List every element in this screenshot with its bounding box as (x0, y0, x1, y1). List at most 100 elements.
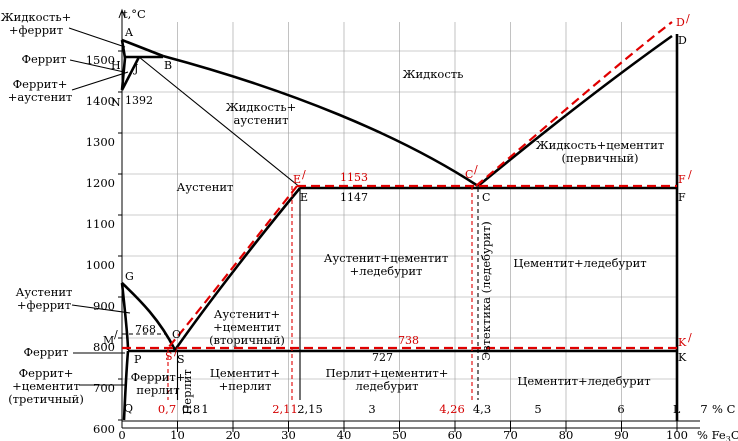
line-ES (173, 187, 301, 351)
y-tick-label: 1100 (86, 217, 115, 231)
carbon-tick-labels: 1 2,15 3 4,3 5 6 7 0,8 0,7 2,11 4,26 % C (158, 402, 736, 416)
c-tick-label-red: 2,11 (272, 402, 298, 416)
region-austenite-cementite-secondary: +цементит (213, 320, 281, 334)
point-M-prime: / (114, 328, 118, 341)
line-AH (120, 39, 127, 59)
point-K: K (678, 351, 687, 364)
fe3c-tick-label: 80 (559, 428, 574, 441)
point-Cp: C (465, 168, 473, 181)
line-BC (162, 54, 479, 188)
y-tick-label: 800 (93, 340, 115, 354)
region-austenite-cementite-ledeburite: Аустенит+цементит (324, 251, 448, 265)
pointer-line (71, 71, 129, 91)
y-tick-label: 600 (93, 422, 115, 436)
region-austenite-cementite-secondary: (вторичный) (209, 333, 285, 347)
line-GP (120, 282, 130, 351)
y-tick-label: 900 (93, 299, 115, 313)
label-ferrite-mid: Феррит (23, 345, 68, 359)
fe3c-tick-label: 30 (281, 428, 296, 441)
region-austenite-cementite-ledeburite: +ледебурит (350, 264, 423, 278)
point-Cp-prime: / (474, 163, 478, 176)
label-ferrite-cementite: +цементит (12, 379, 80, 393)
point-J: J (133, 62, 138, 75)
point-O: O (172, 328, 181, 341)
line-PQ (122, 350, 130, 421)
label-ferrite-austenite: Феррит+ (13, 77, 68, 91)
point-L: L (673, 403, 681, 416)
point-G: G (125, 270, 134, 283)
label-727: 727 (372, 351, 393, 364)
point-Dp: D (676, 16, 685, 29)
line-EpSp (167, 185, 298, 349)
point-Fp: F (678, 173, 686, 186)
label-ferrite-top: Феррит (21, 52, 66, 66)
point-N: N (111, 96, 121, 109)
c-tick-label: 5 (534, 402, 541, 416)
fe3c-axis-unit: % Fe3C (697, 428, 738, 441)
line-GS (121, 282, 177, 351)
region-ferrite-pearlite: перлит (136, 383, 179, 397)
region-austenite: Аустенит (177, 180, 234, 194)
label-ferrite-cementite: (третичный) (8, 392, 84, 406)
c-tick-label-red: 0,7 (158, 402, 176, 416)
point-S: S (177, 353, 185, 366)
fe3c-tick-labels: 0 10 20 30 40 50 60 70 80 90 100 % Fe3C (118, 428, 738, 441)
region-cementite-ledeburite-upper: Цементит+ледебурит (513, 256, 646, 270)
point-Ep-prime: / (302, 168, 306, 181)
label-ferrite-austenite: +аустенит (8, 90, 73, 104)
fe3c-tick-label: 10 (170, 428, 185, 441)
point-C: C (482, 191, 490, 204)
region-liquid-austenite: аустенит (234, 113, 289, 127)
point-Kp: K (678, 336, 687, 349)
c-tick-label: 3 (368, 402, 375, 416)
pointer-line (71, 304, 131, 314)
label-liquid-ferrite: +феррит (9, 23, 63, 37)
y-tick-label: 1000 (86, 258, 115, 272)
axes (118, 8, 700, 432)
region-liquid-cementite: Жидкость+цементит (536, 138, 664, 152)
phase-lines (120, 34, 679, 421)
region-cementite-pearlite: Цементит+ (210, 366, 280, 380)
fe3c-tick-label: 0 (118, 428, 125, 441)
region-eutectic: Эвтектика (ледебурит) (479, 221, 493, 360)
region-cementite-pearlite: +перлит (219, 379, 272, 393)
y-tick-label: 1300 (86, 135, 115, 149)
y-tick-label: 700 (93, 381, 115, 395)
label-1392: 1392 (125, 94, 153, 107)
y-axis-label: t,°C (123, 7, 146, 21)
label-austenite-ferrite: Аустенит (16, 285, 73, 299)
region-labels: Жидкость Жидкость+ аустенит Жидкость+цем… (131, 67, 665, 415)
left-labels: Жидкость+ +феррит Феррит Феррит+ +аустен… (1, 10, 131, 406)
point-M: M (103, 334, 114, 347)
region-pearlite-cementite-ledeburite: Перлит+цементит+ (326, 366, 449, 380)
point-Fp-prime: / (688, 168, 692, 181)
c-tick-label: 4,3 (473, 402, 491, 416)
point-B: B (164, 59, 172, 72)
region-liquid-cementite: (первичный) (561, 151, 638, 165)
region-ferrite-pearlite: Феррит+ (131, 370, 186, 384)
label-768: 768 (135, 323, 156, 336)
grid (121, 22, 677, 428)
fe3c-tick-label: 60 (448, 428, 463, 441)
label-1153: 1153 (340, 171, 368, 184)
line-CD (477, 34, 673, 188)
fe3c-tick-label: 20 (226, 428, 241, 441)
line-JE (138, 56, 302, 189)
point-Q: Q (124, 402, 133, 415)
fe3c-tick-label: 100 (666, 428, 688, 441)
label-austenite-ferrite: +феррит (17, 298, 71, 312)
c-tick-label: 7 (700, 402, 707, 416)
region-liquid: Жидкость (403, 67, 464, 81)
point-Sp-prime: / (174, 345, 178, 358)
c-tick-label: 2,15 (297, 402, 323, 416)
label-liquid-ferrite: Жидкость+ (1, 10, 71, 24)
line-CpDp (475, 21, 673, 187)
point-Dp-prime: / (686, 12, 690, 25)
y-axis-arrow (118, 8, 126, 19)
y-tick-label: 1400 (86, 94, 115, 108)
c-tick-label: 6 (617, 402, 624, 416)
pointer-line (69, 59, 125, 73)
point-P: P (134, 353, 142, 366)
point-H: H (111, 59, 121, 72)
